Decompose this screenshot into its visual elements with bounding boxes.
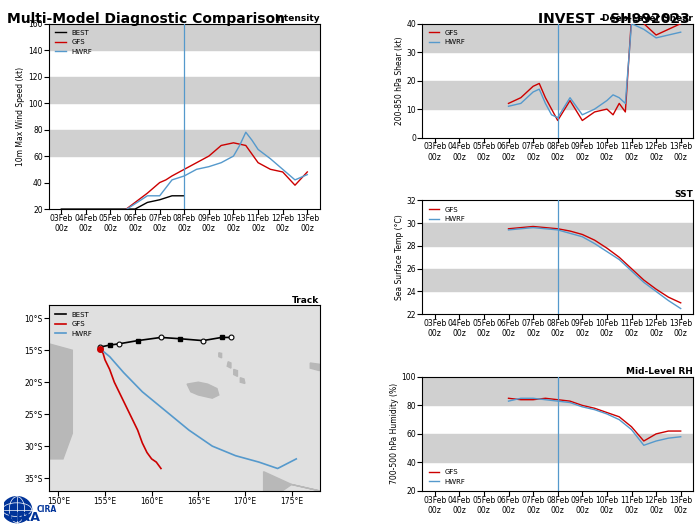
- Bar: [49, 130, 320, 156]
- Bar: [422, 223, 693, 246]
- Bar: [49, 24, 320, 50]
- Polygon shape: [264, 471, 320, 491]
- Legend: GFS, HWRF: GFS, HWRF: [426, 27, 468, 48]
- Y-axis label: 200-850 hPa Shear (kt): 200-850 hPa Shear (kt): [395, 36, 404, 125]
- Y-axis label: 700-500 hPa Humidity (%): 700-500 hPa Humidity (%): [390, 383, 399, 485]
- Text: CIRA: CIRA: [7, 511, 40, 524]
- Bar: [49, 77, 320, 103]
- Bar: [422, 434, 693, 463]
- Text: Intensity: Intensity: [274, 14, 320, 23]
- Text: INVEST - SH992023: INVEST - SH992023: [538, 12, 690, 26]
- Text: Track: Track: [293, 296, 320, 304]
- Bar: [422, 377, 693, 405]
- Polygon shape: [219, 353, 222, 358]
- Bar: [422, 81, 693, 109]
- Polygon shape: [234, 370, 237, 376]
- Legend: BEST, GFS, HWRF: BEST, GFS, HWRF: [52, 309, 95, 340]
- Legend: GFS, HWRF: GFS, HWRF: [426, 466, 468, 487]
- Circle shape: [2, 497, 32, 522]
- Polygon shape: [228, 362, 231, 368]
- Legend: GFS, HWRF: GFS, HWRF: [426, 204, 468, 225]
- Legend: BEST, GFS, HWRF: BEST, GFS, HWRF: [52, 27, 95, 58]
- Text: Multi-Model Diagnostic Comparison: Multi-Model Diagnostic Comparison: [7, 12, 285, 26]
- Bar: [422, 269, 693, 291]
- Y-axis label: 10m Max Wind Speed (kt): 10m Max Wind Speed (kt): [17, 67, 25, 166]
- Text: Deep-Layer Shear: Deep-Layer Shear: [602, 14, 693, 23]
- Polygon shape: [49, 344, 72, 459]
- Text: SST: SST: [674, 191, 693, 200]
- Text: Mid-Level RH: Mid-Level RH: [626, 367, 693, 376]
- Bar: [422, 24, 693, 52]
- Y-axis label: Sea Surface Temp (°C): Sea Surface Temp (°C): [395, 214, 404, 300]
- Polygon shape: [187, 382, 219, 398]
- Polygon shape: [310, 363, 320, 371]
- Polygon shape: [240, 377, 245, 383]
- Text: CIRA: CIRA: [36, 505, 57, 514]
